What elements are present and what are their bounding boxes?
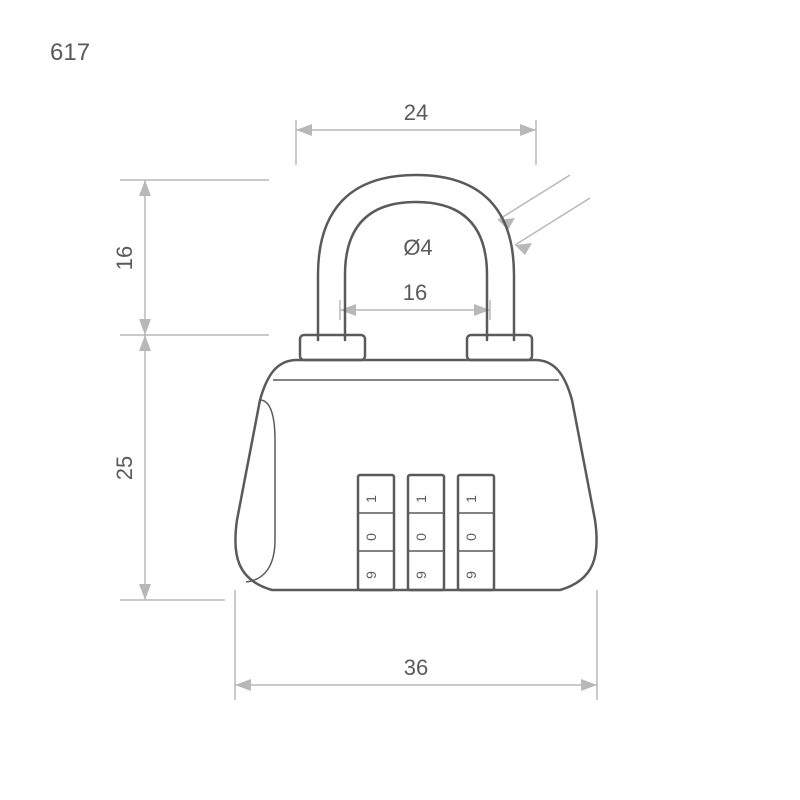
dim-diameter-4: Ø4 [403,175,590,260]
svg-text:16: 16 [403,280,427,305]
svg-text:0: 0 [363,533,379,541]
svg-text:9: 9 [413,571,429,579]
svg-text:36: 36 [404,655,428,680]
svg-text:0: 0 [413,533,429,541]
padlock-technical-drawing: 617 24 16 25 Ø4 [0,0,800,800]
dial-1: 1 0 9 [358,475,394,590]
svg-text:1: 1 [413,495,429,503]
svg-text:1: 1 [463,495,479,503]
svg-text:9: 9 [463,571,479,579]
dim-inner-16: 16 [340,280,490,320]
svg-text:25: 25 [112,456,137,480]
shackle-collars [300,335,532,360]
combination-dials: 1 0 9 1 0 9 1 0 9 [358,475,494,590]
dim-top-24: 24 [296,100,536,165]
dim-left-16: 16 [112,180,269,335]
dial-3: 1 0 9 [458,475,494,590]
svg-text:16: 16 [112,246,137,270]
dim-left-25: 25 [112,335,225,600]
model-number: 617 [50,39,90,66]
dim-bottom-36: 36 [235,590,597,700]
svg-text:9: 9 [363,571,379,579]
dial-2: 1 0 9 [408,475,444,590]
svg-text:1: 1 [363,495,379,503]
svg-text:0: 0 [463,533,479,541]
svg-text:24: 24 [404,100,428,125]
svg-text:Ø4: Ø4 [403,235,432,260]
